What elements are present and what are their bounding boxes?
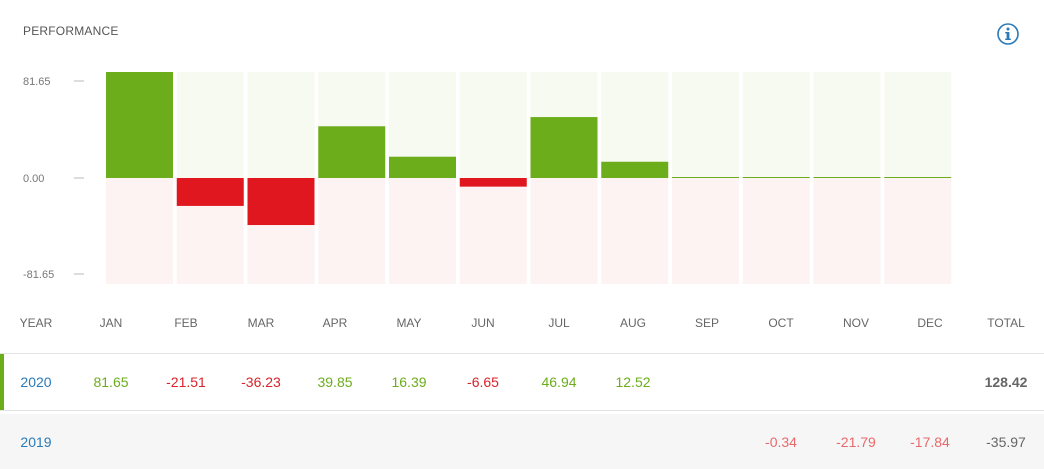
bar-sep[interactable] [672, 177, 739, 178]
chart-title: PERFORMANCE [23, 24, 119, 38]
bar-bg-positive-aug [601, 72, 669, 178]
bar-bg-negative-jul [530, 178, 598, 284]
cell-2020-jan: 81.65 [93, 374, 129, 390]
col-header-year-header: YEAR [19, 316, 53, 330]
year-link-2020[interactable]: 2020 [20, 374, 52, 390]
cell-2019-total: -35.97 [986, 433, 1026, 450]
bar-bg-negative-dec [884, 178, 952, 284]
cell-2019-dec: -17.84 [910, 433, 950, 450]
bar-apr[interactable] [318, 126, 386, 178]
bar-bg-positive-sep [672, 72, 739, 178]
performance-bar-chart: 81.65 0.00 -81.65 [23, 72, 952, 284]
col-header-month-sep: SEP [694, 316, 720, 330]
table-row-2020: 2020 81.65 -21.51 -36.23 39.85 16.39 -6.65 46.… [0, 353, 1044, 411]
col-header-month-jun: JUN [471, 316, 495, 330]
col-header-month-dec: DEC [917, 316, 943, 330]
cell-2020-feb: -21.51 [166, 374, 206, 390]
bar-bg-negative-may [389, 178, 456, 284]
bar-jul[interactable] [530, 117, 598, 178]
col-header-month-oct: OCT [768, 316, 794, 330]
info-circle-icon[interactable] [996, 22, 1020, 46]
y-tick-label-top: 81.65 [23, 76, 51, 88]
cell-2020-may: 16.39 [391, 374, 427, 390]
bar-bg-positive-mar [247, 72, 315, 178]
cell-2020-apr: 39.85 [317, 374, 353, 390]
cell-2020-total: 128.42 [984, 374, 1028, 390]
bar-bg-positive-feb [176, 72, 244, 178]
cell-2020-jun: -6.65 [467, 374, 499, 390]
y-tick-label-zero: 0.00 [23, 173, 44, 185]
bar-bg-positive-jun [459, 72, 527, 178]
chart-background [106, 72, 952, 284]
row-selected-indicator [0, 354, 4, 410]
cell-2020-jul: 46.94 [541, 374, 577, 390]
bar-bg-negative-sep [672, 178, 739, 284]
bar-jun[interactable] [459, 178, 527, 187]
bar-nov[interactable] [813, 177, 881, 178]
col-header-total-header: TOTAL [987, 316, 1025, 330]
bar-jan[interactable] [106, 72, 173, 178]
bar-bg-negative-apr [318, 178, 386, 284]
col-header-month-may: MAY [396, 316, 422, 330]
y-tick-label-bottom: -81.65 [23, 269, 54, 281]
bar-dec[interactable] [884, 177, 952, 178]
col-header-month-apr: APR [322, 316, 348, 330]
cell-2020-mar: -36.23 [241, 374, 281, 390]
cell-2019-oct: -0.34 [765, 433, 797, 450]
bar-oct[interactable] [742, 177, 810, 178]
bar-mar[interactable] [247, 178, 315, 226]
col-header-month-jan: JAN [99, 316, 123, 330]
year-link-2019[interactable]: 2019 [20, 433, 52, 450]
bar-bg-negative-aug [601, 178, 669, 284]
bar-bg-negative-jan [106, 178, 173, 284]
bar-bg-positive-oct [742, 72, 810, 178]
bar-bg-negative-oct [742, 178, 810, 284]
bar-bg-negative-jun [459, 178, 527, 284]
bar-bg-negative-nov [813, 178, 881, 284]
chart-bars [106, 72, 952, 226]
col-header-month-nov: NOV [842, 316, 870, 330]
bar-bg-positive-nov [813, 72, 881, 178]
cell-2019-nov: -21.79 [836, 433, 876, 450]
y-axis: 81.65 0.00 -81.65 [23, 76, 84, 281]
bar-feb[interactable] [176, 178, 244, 206]
bar-may[interactable] [389, 156, 456, 178]
col-header-month-feb: FEB [174, 316, 198, 330]
bar-bg-positive-dec [884, 72, 952, 178]
table-row-2019: 2019 -0.34 -21.79 -17.84 -35.97 [0, 414, 1044, 469]
col-header-month-mar: MAR [247, 316, 275, 330]
col-header-month-aug: AUG [619, 316, 647, 330]
cell-2020-aug: 12.52 [615, 374, 651, 390]
col-header-month-jul: JUL [548, 316, 570, 330]
bar-aug[interactable] [601, 161, 669, 178]
